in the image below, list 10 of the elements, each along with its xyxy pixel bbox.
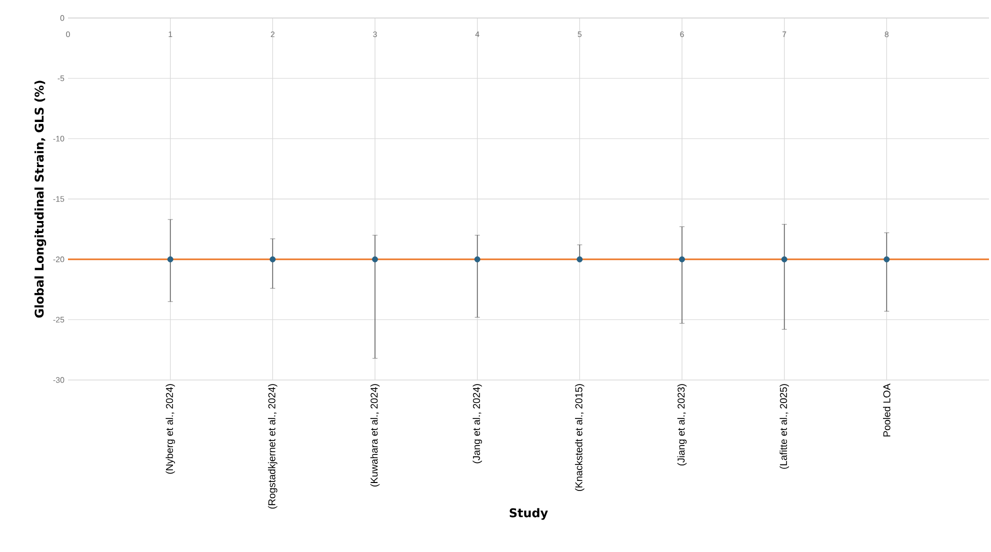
x-tick-label: (Jang et al., 2024) [472,384,482,464]
x-tick-label: (Lafitte et al., 2025) [780,384,789,469]
x-tick-label: Pooled LOA [883,384,890,436]
x-tick-label: (Jiang et al., 2023) [677,384,687,466]
x-tick-label: (Knackstedt et al., 2015) [575,384,584,491]
x-axis-title: Study [510,508,548,520]
x-tick-label: (Kuwahara et al., 2024) [370,384,380,486]
x-tick-label: (Rogstadkjernet et al., 2024) [268,384,278,509]
x-tick-label: (Nyberg et al., 2024) [166,384,175,474]
y-axis-title: Global Longitudinal Strain, GLS (%) [34,80,46,318]
